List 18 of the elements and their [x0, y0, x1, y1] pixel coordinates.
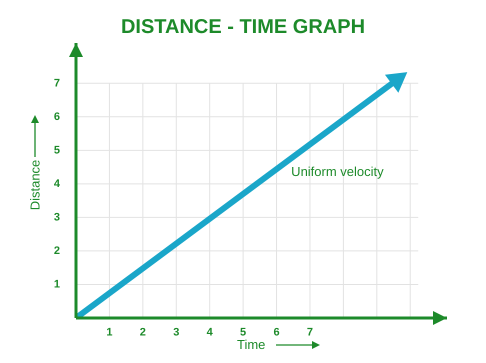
- y-tick-label: 2: [54, 244, 60, 257]
- y-tick-label: 5: [54, 144, 60, 156]
- x-tick-label: 6: [273, 326, 280, 339]
- annotation: Uniform velocity: [291, 164, 384, 179]
- x-tick-label: 1: [106, 326, 112, 339]
- x-tick-label: 5: [240, 326, 246, 339]
- y-axis-title: Distance: [28, 160, 42, 210]
- x-tick-label: 7: [306, 326, 314, 339]
- y-tick-label: 1: [54, 278, 60, 290]
- y-tick-label: 7: [54, 77, 60, 90]
- x-axis-title: Time: [237, 337, 266, 352]
- y-tick-label: 3: [54, 211, 60, 224]
- y-tick-label: 4: [54, 178, 61, 190]
- chart-title: DISTANCE - TIME GRAPH: [120, 16, 366, 39]
- x-tick-label: 3: [173, 326, 180, 339]
- x-tick-label: 4: [206, 326, 214, 339]
- x-tick-label: 2: [140, 326, 146, 339]
- y-tick-label: 6: [54, 110, 60, 123]
